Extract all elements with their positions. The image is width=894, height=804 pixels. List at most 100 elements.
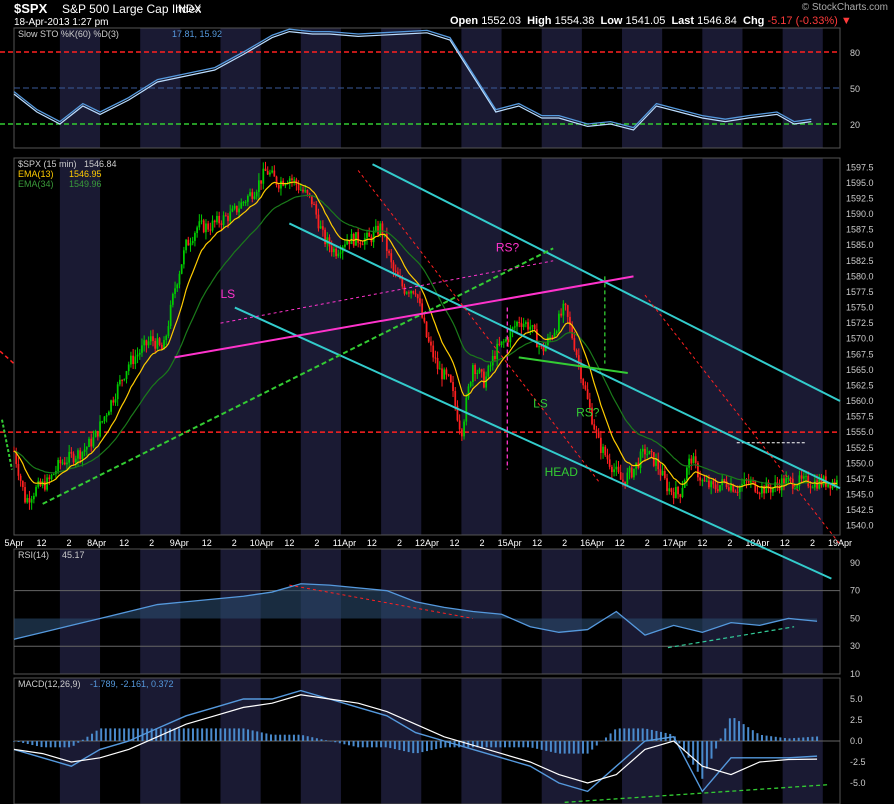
macd-histogram-bar [173,728,176,741]
candle-body [176,284,179,289]
candle-body [441,368,443,380]
candle-body [531,325,534,327]
candle-body [467,386,470,398]
macd-histogram-bar [214,728,217,741]
candle-body [37,480,40,487]
high-value: 1554.38 [554,15,595,27]
low-label: Low [600,15,623,27]
candle-body [185,239,187,251]
candle-body [260,180,262,184]
price-tick-label: 1582.5 [846,256,874,266]
macd-signal-line [13,694,818,784]
ema13-line [13,181,838,489]
price-tick-label: 1550.0 [846,458,874,468]
candle-body [765,482,768,494]
time-tick-label: 2 [314,538,319,548]
candle-body [816,480,818,489]
macd-histogram-bar [352,741,355,747]
candle-body [763,486,765,494]
macd-histogram-bar [623,728,626,741]
macd-histogram-bar [334,741,337,743]
candle-body [774,482,777,488]
candle-body [551,336,554,338]
candle-body [366,232,368,239]
candle-body [403,286,406,294]
candle-body [646,454,649,456]
candle-body [535,329,538,348]
macd-histogram-bar [380,741,383,748]
macd-histogram-bar [260,732,263,741]
candle-body [553,332,556,338]
macd-histogram-bar [802,737,805,741]
price-tick-label: 1542.5 [846,505,874,515]
candle-body [500,341,503,345]
macd-histogram-bar [646,728,649,741]
open-value: 1552.03 [481,15,521,27]
candle-body [103,416,106,422]
candle-body [119,379,121,385]
candle-body [167,326,170,336]
macd-histogram-bar [577,741,580,754]
macd-histogram-bar [591,741,594,750]
time-tick-label: 2 [480,538,485,548]
macd-histogram-bar [522,741,525,748]
candle-body [425,321,428,338]
macd-histogram-bar [219,728,222,741]
candle-body [324,229,326,245]
macd-histogram-bar [370,741,373,748]
candle-body [485,376,488,388]
candle-body [363,238,366,245]
chart-datetime: 18-Apr-2013 1:27 pm [14,17,109,28]
macd-histogram-bar [641,728,644,741]
candle-body [511,327,514,331]
macd-histogram-bar [384,741,387,748]
macd-histogram-bar [297,734,300,741]
candle-body [163,340,165,350]
macd-histogram-bar [462,741,465,748]
candle-body [253,196,256,199]
macd-histogram-bar [481,741,484,748]
macd-histogram-bar [26,741,29,745]
price-tick-label: 1557.5 [846,412,874,422]
candle-body [800,475,803,479]
candle-body [487,365,490,377]
macd-histogram-bar [687,741,690,758]
macd-histogram-bar [517,741,520,748]
macd-histogram-bar [806,737,809,741]
price-tick-label: 1595.0 [846,178,874,188]
macd-histogram-bar [228,728,231,741]
panel-border [13,548,841,675]
candle-body [714,484,717,490]
macd-histogram-bar [531,741,534,748]
rsi-tick-label: 90 [850,558,860,568]
candle-body [147,341,150,346]
candle-body [540,345,543,347]
session-shade [622,549,663,674]
time-tick-label: 17Apr [663,538,687,548]
macd-histogram-bar [760,735,763,741]
candle-body [650,450,653,453]
macd-histogram-bar [738,721,741,741]
open-label: Open [450,15,479,27]
price-tick-label: 1592.5 [846,194,874,204]
candle-body [130,355,132,365]
macd-histogram-bar [692,741,695,765]
candle-body [727,487,730,491]
macd-histogram-bar [513,741,516,748]
candle-body [125,371,128,379]
candle-body [719,485,721,492]
candle-body [610,466,613,473]
candle-body [465,397,468,422]
candle-body [430,341,432,346]
macd-histogram-bar [701,741,704,779]
candle-body [138,352,141,355]
candle-body [213,220,216,223]
time-tick-label: 12 [780,538,790,548]
macd-histogram-bar [545,741,548,751]
macd-histogram-bar [426,741,428,752]
price-tick-label: 1597.5 [846,162,874,172]
watermark: © StockCharts.com [801,2,888,13]
candle-body [249,192,251,196]
candle-body [560,313,563,316]
